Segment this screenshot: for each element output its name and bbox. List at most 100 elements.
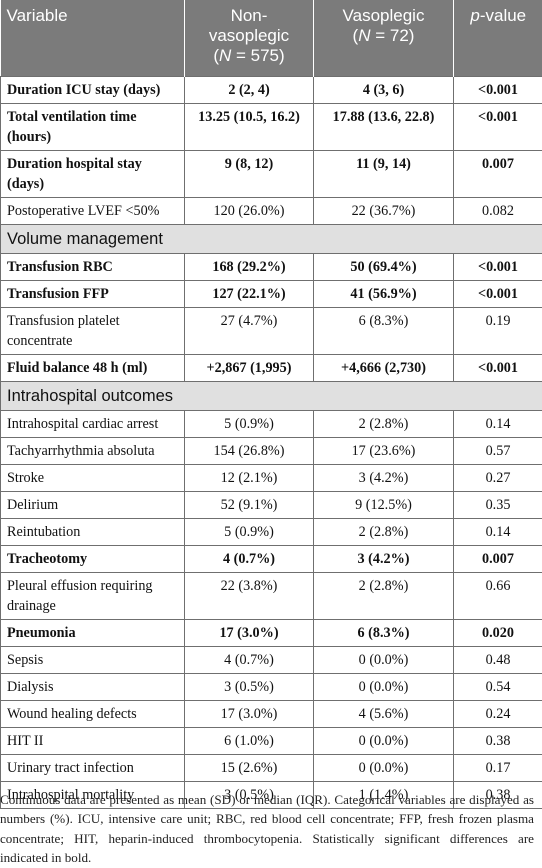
row-non-vasoplegic-cell: 6 (1.0%) <box>184 726 314 755</box>
row-vasoplegic-cell: 4 (3, 6) <box>313 75 454 104</box>
row-non-vasoplegic-cell: 22 (3.8%) <box>184 571 314 620</box>
table-body: Duration ICU stay (days) 2 (2, 4) 4 (3, 6)… <box>0 75 542 809</box>
row-p-value-cell: 0.66 <box>453 571 542 620</box>
row-p-value-cell: <0.001 <box>453 279 542 308</box>
row-variable-cell: Intrahospital mortality <box>0 780 185 809</box>
table-row: Delirium 52 (9.1%) 9 (12.5%) 0.35 <box>0 490 542 519</box>
row-vasoplegic-cell: 6 (8.3%) <box>313 306 454 355</box>
table-row: Wound healing defects 17 (3.0%) 4 (5.6%) 0.… <box>0 699 542 728</box>
header-vasoplegic-n-value: = 72) <box>370 26 415 45</box>
section-header-row: Volume management <box>0 223 542 254</box>
table-header-row: Variable Non-vasoplegic (N = 575) Vasopl… <box>0 0 542 76</box>
row-vasoplegic-cell: 3 (4.2%) <box>313 544 454 573</box>
header-vasoplegic-n-symbol: N <box>358 26 371 45</box>
table-row: Transfusion RBC 168 (29.2%) 50 (69.4%) <0.0… <box>0 252 542 281</box>
row-variable-cell: Pleural effusion requiring drainage <box>0 571 185 620</box>
row-variable-cell: Transfusion FFP <box>0 279 185 308</box>
section-header-row: Intrahospital outcomes <box>0 380 542 411</box>
row-variable-cell: HIT II <box>0 726 185 755</box>
table-row: Pneumonia 17 (3.0%) 6 (8.3%) 0.020 <box>0 618 542 647</box>
row-vasoplegic-cell: 41 (56.9%) <box>313 279 454 308</box>
row-vasoplegic-cell: 0 (0.0%) <box>313 753 454 782</box>
row-p-value-cell: 0.54 <box>453 672 542 701</box>
table-footnote: Continuous data are presented as mean (S… <box>0 792 534 866</box>
row-vasoplegic-cell: 17 (23.6%) <box>313 436 454 465</box>
row-p-value-cell: 0.17 <box>453 753 542 782</box>
table-row: Tachyarrhythmia absoluta 154 (26.8%) 17 (2… <box>0 436 542 465</box>
header-p-rest: -value <box>479 6 527 25</box>
row-vasoplegic-cell: 2 (2.8%) <box>313 409 454 438</box>
header-vasoplegic: Vasoplegic (N = 72) <box>313 0 454 76</box>
row-p-value-cell: 0.35 <box>453 490 542 519</box>
row-p-value-cell: 0.38 <box>453 726 542 755</box>
table-row: Reintubation 5 (0.9%) 2 (2.8%) 0.14 <box>0 517 542 546</box>
table-row: Stroke 12 (2.1%) 3 (4.2%) 0.27 <box>0 463 542 492</box>
row-non-vasoplegic-cell: 27 (4.7%) <box>184 306 314 355</box>
row-p-value-cell: 0.14 <box>453 517 542 546</box>
table-row: Total ventilation time (hours) 13.25 (10.… <box>0 102 542 151</box>
row-variable-cell: Dialysis <box>0 672 185 701</box>
section-title: Volume management <box>0 223 542 254</box>
row-vasoplegic-cell: 0 (0.0%) <box>313 645 454 674</box>
row-non-vasoplegic-cell: 13.25 (10.5, 16.2) <box>184 102 314 151</box>
row-vasoplegic-cell: 50 (69.4%) <box>313 252 454 281</box>
row-non-vasoplegic-cell: 52 (9.1%) <box>184 490 314 519</box>
row-vasoplegic-cell: 0 (0.0%) <box>313 726 454 755</box>
table-row: Intrahospital mortality 3 (0.5%) 1 (1.4%) 0… <box>0 780 542 809</box>
row-variable-cell: Stroke <box>0 463 185 492</box>
row-non-vasoplegic-cell: +2,867 (1,995) <box>184 353 314 382</box>
row-vasoplegic-cell: 6 (8.3%) <box>313 618 454 647</box>
row-variable-cell: Postoperative LVEF <50% <box>0 196 185 225</box>
row-vasoplegic-cell: 1 (1.4%) <box>313 780 454 809</box>
header-non-vasoplegic-n-symbol: N <box>218 46 232 65</box>
row-non-vasoplegic-cell: 17 (3.0%) <box>184 618 314 647</box>
row-non-vasoplegic-cell: 12 (2.1%) <box>184 463 314 492</box>
section-title: Intrahospital outcomes <box>0 380 542 411</box>
row-vasoplegic-cell: 9 (12.5%) <box>313 490 454 519</box>
row-p-value-cell: 0.082 <box>453 196 542 225</box>
row-p-value-cell: 0.007 <box>453 544 542 573</box>
row-non-vasoplegic-cell: 4 (0.7%) <box>184 645 314 674</box>
header-p-value: p-value <box>453 0 542 76</box>
row-non-vasoplegic-cell: 120 (26.0%) <box>184 196 314 225</box>
row-variable-cell: Duration ICU stay (days) <box>0 75 185 104</box>
table-row: Transfusion FFP 127 (22.1%) 41 (56.9%) <0.0… <box>0 279 542 308</box>
row-variable-cell: Transfusion platelet concentrate <box>0 306 185 355</box>
row-p-value-cell: <0.001 <box>453 252 542 281</box>
row-vasoplegic-cell: 0 (0.0%) <box>313 672 454 701</box>
header-non-vasoplegic-n-open: ( <box>213 46 219 65</box>
row-vasoplegic-cell: 3 (4.2%) <box>313 463 454 492</box>
row-variable-cell: Urinary tract infection <box>0 753 185 782</box>
table-row: Postoperative LVEF <50% 120 (26.0%) 22 (36… <box>0 196 542 225</box>
table-row: Duration hospital stay (days) 9 (8, 12) 11… <box>0 149 542 198</box>
row-vasoplegic-cell: 17.88 (13.6, 22.8) <box>313 102 454 151</box>
row-non-vasoplegic-cell: 15 (2.6%) <box>184 753 314 782</box>
row-variable-cell: Transfusion RBC <box>0 252 185 281</box>
row-non-vasoplegic-cell: 2 (2, 4) <box>184 75 314 104</box>
row-non-vasoplegic-cell: 9 (8, 12) <box>184 149 314 198</box>
table-row: HIT II 6 (1.0%) 0 (0.0%) 0.38 <box>0 726 542 755</box>
row-non-vasoplegic-cell: 4 (0.7%) <box>184 544 314 573</box>
row-variable-cell: Fluid balance 48 h (ml) <box>0 353 185 382</box>
table-row: Urinary tract infection 15 (2.6%) 0 (0.0%)… <box>0 753 542 782</box>
row-p-value-cell: 0.27 <box>453 463 542 492</box>
row-non-vasoplegic-cell: 154 (26.8%) <box>184 436 314 465</box>
row-variable-cell: Duration hospital stay (days) <box>0 149 185 198</box>
table-row: Sepsis 4 (0.7%) 0 (0.0%) 0.48 <box>0 645 542 674</box>
row-variable-cell: Reintubation <box>0 517 185 546</box>
table-row: Dialysis 3 (0.5%) 0 (0.0%) 0.54 <box>0 672 542 701</box>
row-vasoplegic-cell: 2 (2.8%) <box>313 571 454 620</box>
row-vasoplegic-cell: +4,666 (2,730) <box>313 353 454 382</box>
row-p-value-cell: 0.19 <box>453 306 542 355</box>
row-non-vasoplegic-cell: 3 (0.5%) <box>184 780 314 809</box>
header-non-vasoplegic: Non-vasoplegic (N = 575) <box>184 0 314 76</box>
row-p-value-cell: 0.57 <box>453 436 542 465</box>
row-non-vasoplegic-cell: 3 (0.5%) <box>184 672 314 701</box>
row-p-value-cell: 0.48 <box>453 645 542 674</box>
row-variable-cell: Tachyarrhythmia absoluta <box>0 436 185 465</box>
table-row: Duration ICU stay (days) 2 (2, 4) 4 (3, 6)… <box>0 75 542 104</box>
table-row: Fluid balance 48 h (ml) +2,867 (1,995) +4,… <box>0 353 542 382</box>
table-row: Pleural effusion requiring drainage 22 (3… <box>0 571 542 620</box>
row-variable-cell: Delirium <box>0 490 185 519</box>
row-variable-cell: Total ventilation time (hours) <box>0 102 185 151</box>
